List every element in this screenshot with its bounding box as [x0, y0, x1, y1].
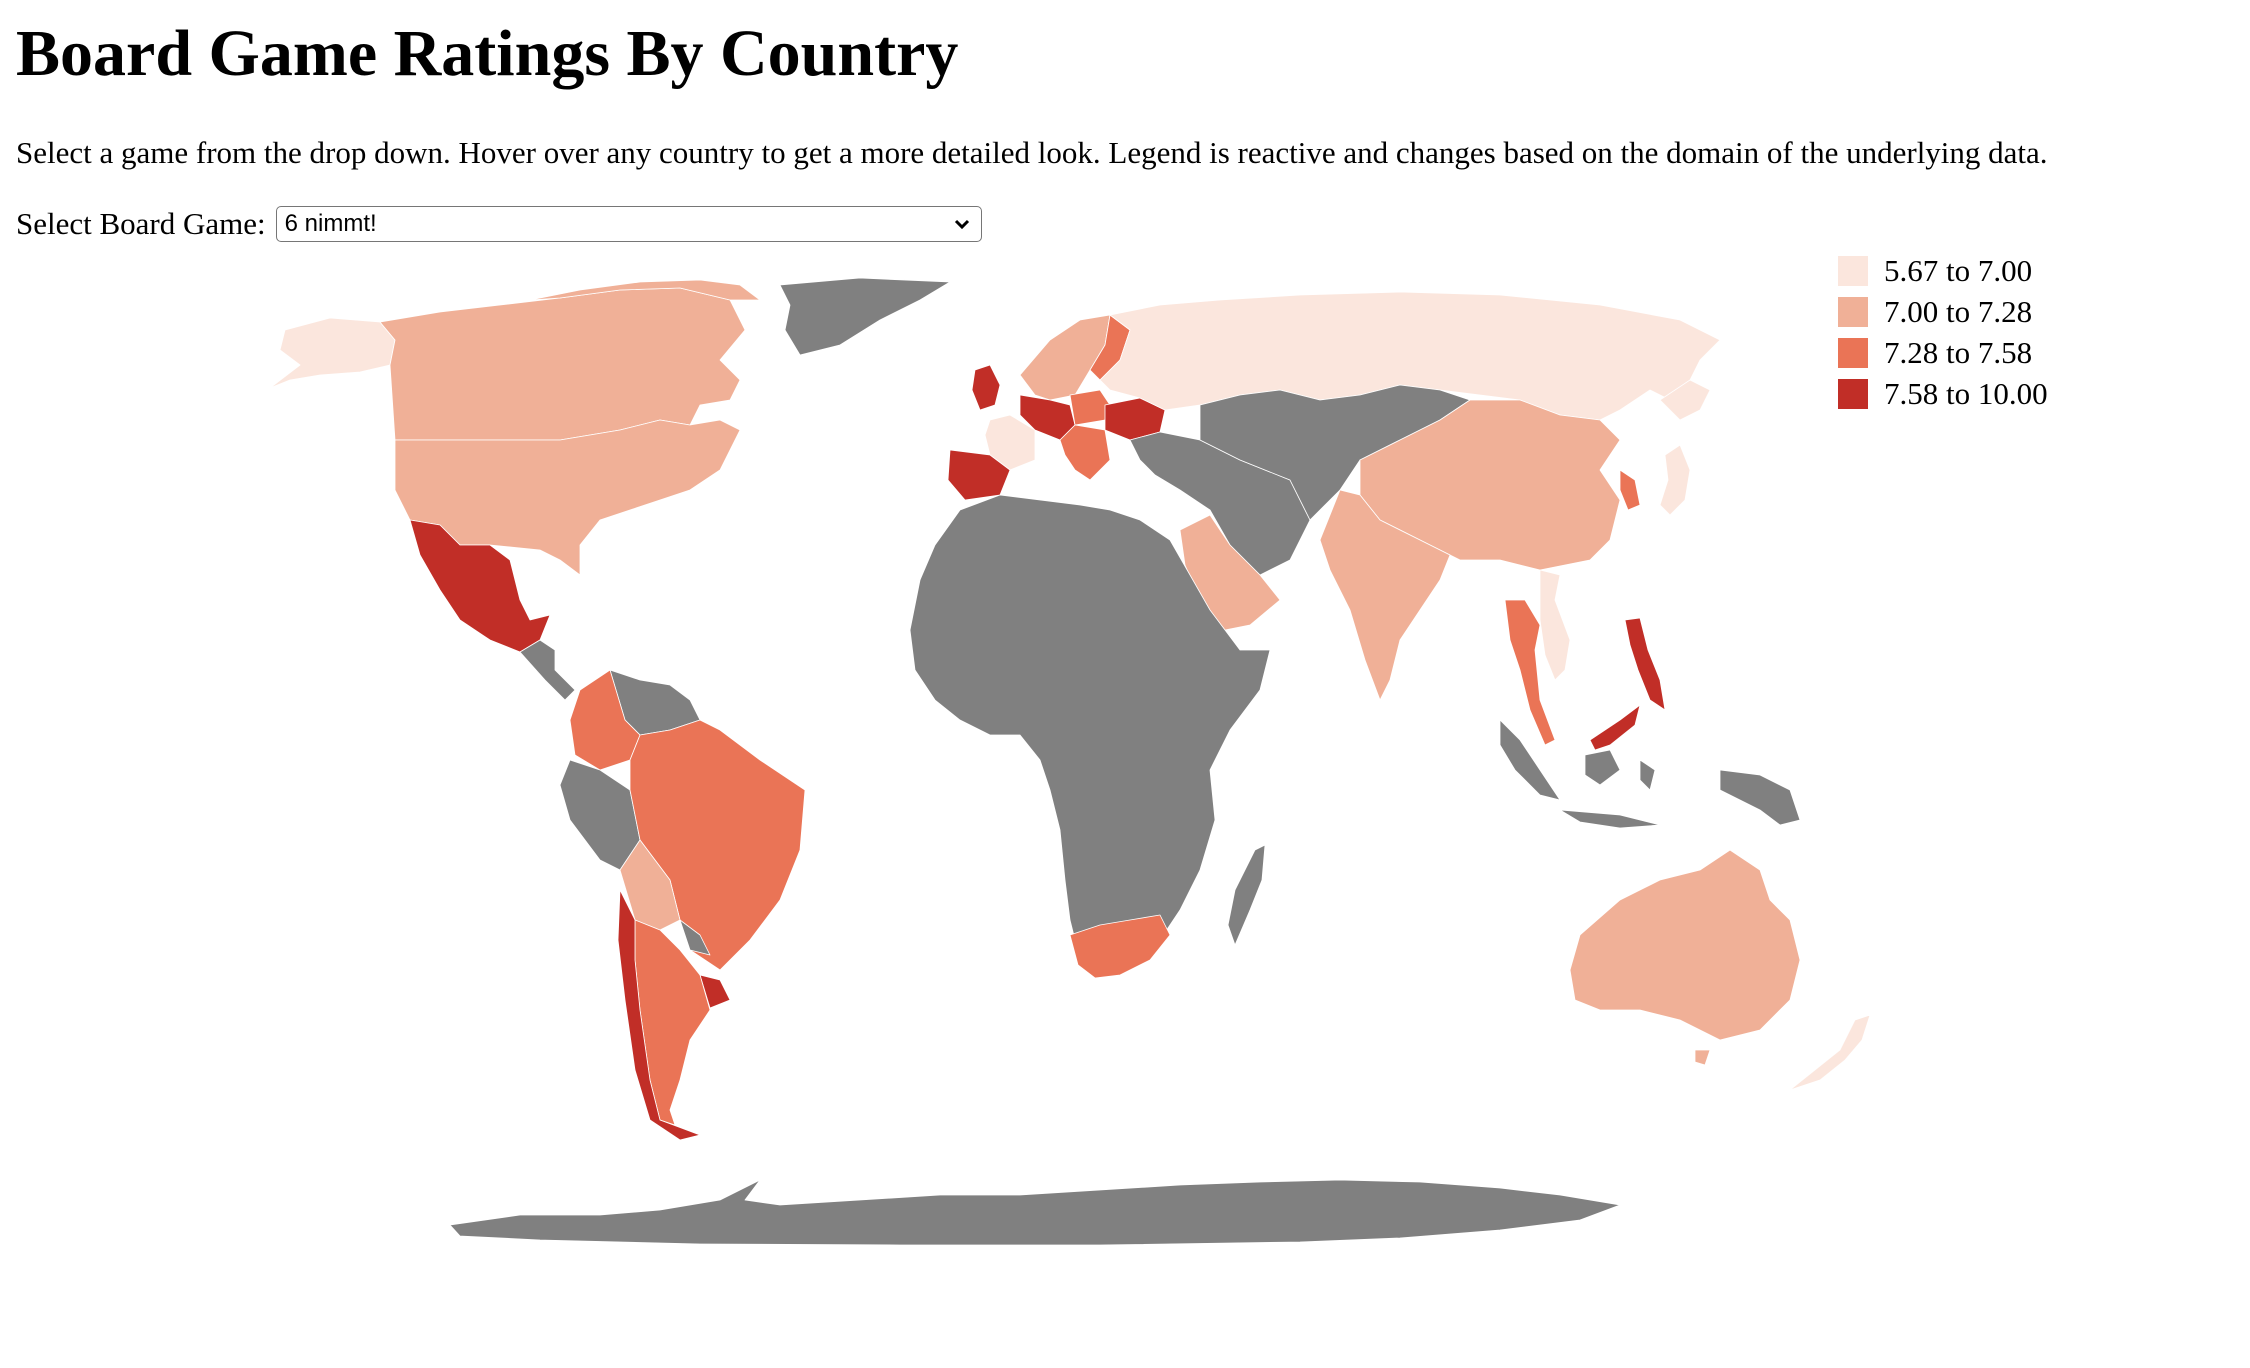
legend-label: 7.58 to 10.00 — [1884, 376, 2048, 411]
country-central-america[interactable] — [519, 639, 576, 701]
game-select-row: Select Board Game: 6 nimmt! — [16, 204, 982, 244]
country-vietnam[interactable] — [1539, 569, 1571, 681]
country-thailand[interactable] — [1504, 599, 1556, 746]
country-antarctica[interactable] — [449, 1179, 1621, 1246]
country-alaska[interactable] — [269, 317, 396, 389]
country-tasmania[interactable] — [1694, 1049, 1711, 1066]
game-select-dropdown[interactable]: 6 nimmt! — [275, 206, 982, 242]
country-united-kingdom[interactable] — [971, 364, 1001, 411]
legend-swatch — [1838, 255, 1868, 286]
country-balkans[interactable] — [1059, 424, 1111, 481]
country-mexico[interactable] — [409, 519, 551, 653]
country-india[interactable] — [1319, 489, 1451, 701]
country-canada-islands[interactable] — [529, 279, 761, 301]
country-canada[interactable] — [379, 287, 746, 441]
country-scandinavia[interactable] — [1019, 314, 1111, 401]
instructions-text: Select a game from the drop down. Hover … — [16, 135, 2048, 170]
country-peru[interactable] — [559, 759, 641, 871]
game-select-label: Select Board Game: — [16, 206, 266, 241]
country-south-africa[interactable] — [1069, 914, 1171, 979]
page-title: Board Game Ratings By Country — [16, 17, 959, 90]
country-new-zealand[interactable] — [1789, 1014, 1871, 1091]
country-korea[interactable] — [1619, 469, 1641, 511]
country-indonesia[interactable] — [1499, 719, 1801, 829]
legend: 5.67 to 7.00 7.00 to 7.28 7.28 to 7.58 7… — [1838, 250, 2048, 414]
country-paraguay[interactable] — [679, 919, 711, 956]
chevron-down-icon — [954, 219, 969, 230]
legend-item: 7.58 to 10.00 — [1838, 373, 2048, 414]
game-select-value: 6 nimmt! — [284, 210, 377, 237]
country-france[interactable] — [984, 414, 1036, 471]
country-madagascar[interactable] — [1227, 844, 1266, 946]
country-poland[interactable] — [1069, 389, 1111, 426]
legend-swatch — [1838, 296, 1868, 327]
country-japan[interactable] — [1659, 444, 1691, 516]
legend-swatch — [1838, 337, 1868, 368]
country-russia-east[interactable] — [1659, 379, 1711, 421]
country-chile[interactable] — [617, 889, 701, 1141]
legend-label: 5.67 to 7.00 — [1884, 253, 2033, 288]
country-australia[interactable] — [1569, 849, 1801, 1041]
legend-item: 5.67 to 7.00 — [1838, 250, 2048, 291]
country-philippines[interactable] — [1624, 617, 1666, 711]
legend-item: 7.00 to 7.28 — [1838, 291, 2048, 332]
country-greenland[interactable] — [779, 277, 951, 356]
country-malaysia[interactable] — [1589, 704, 1641, 751]
legend-label: 7.00 to 7.28 — [1884, 294, 2033, 329]
legend-swatch — [1838, 378, 1868, 409]
legend-label: 7.28 to 7.58 — [1884, 335, 2033, 370]
legend-item: 7.28 to 7.58 — [1838, 332, 2048, 373]
